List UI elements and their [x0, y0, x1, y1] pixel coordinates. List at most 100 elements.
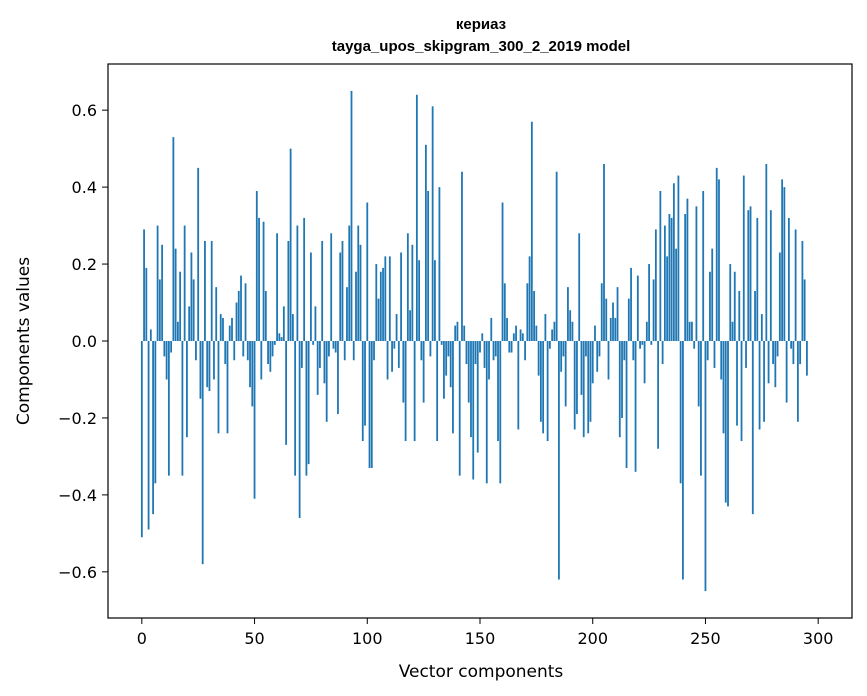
bar: [452, 341, 454, 434]
bar: [456, 321, 459, 341]
bar: [790, 341, 793, 349]
bar: [806, 341, 808, 376]
bar: [589, 341, 592, 422]
bar: [711, 248, 714, 341]
bar: [571, 321, 574, 341]
bar: [542, 341, 545, 434]
bar: [287, 240, 290, 341]
bar: [772, 341, 774, 365]
bar: [657, 341, 660, 449]
bar: [382, 267, 384, 341]
bar: [724, 341, 727, 503]
bar: [231, 317, 233, 341]
bar: [706, 341, 709, 361]
bar: [325, 341, 328, 422]
bar: [765, 164, 768, 341]
bar: [154, 341, 157, 484]
bar: [654, 229, 657, 341]
bar: [756, 217, 759, 341]
bar: [237, 290, 240, 341]
bar: [438, 187, 441, 341]
bar: [598, 341, 601, 357]
x-tick-label: 0: [137, 629, 147, 648]
bar: [709, 271, 711, 341]
bar: [321, 240, 324, 341]
bar: [738, 290, 741, 341]
bar: [280, 337, 283, 341]
bar: [213, 341, 215, 380]
bar: [783, 187, 786, 341]
bar: [217, 341, 220, 434]
bar: [582, 341, 585, 438]
bar: [519, 329, 522, 341]
bar: [650, 341, 653, 345]
bar: [373, 341, 375, 361]
bar: [429, 341, 432, 357]
bar: [242, 341, 245, 357]
bar: [544, 314, 547, 341]
bar: [206, 341, 209, 388]
bar: [787, 217, 790, 341]
bar: [488, 341, 490, 380]
bar: [337, 341, 339, 415]
bar: [443, 341, 445, 399]
bar: [377, 298, 380, 341]
bar: [186, 341, 188, 438]
bar: [181, 341, 184, 476]
bar: [323, 341, 326, 384]
bar: [621, 341, 623, 418]
bar: [395, 314, 398, 341]
bar: [285, 341, 288, 445]
bar: [778, 252, 781, 341]
bar: [801, 240, 804, 341]
bar: [720, 341, 723, 380]
bar: [510, 341, 513, 353]
bar: [546, 341, 549, 442]
bar: [397, 341, 400, 368]
bar: [282, 306, 285, 342]
bar: [508, 341, 511, 353]
bar: [222, 317, 224, 341]
bar: [370, 341, 373, 468]
bar: [490, 317, 493, 341]
bar: [645, 321, 648, 341]
bar: [422, 341, 425, 403]
bar: [663, 225, 666, 341]
bar: [585, 341, 587, 357]
bar: [294, 341, 297, 476]
bar: [258, 217, 260, 341]
bar: [273, 341, 276, 345]
bar: [332, 341, 335, 349]
bar: [271, 341, 274, 357]
bar: [215, 287, 218, 341]
bar: [199, 341, 202, 399]
bar: [675, 248, 678, 341]
bar: [384, 256, 387, 341]
bar: [343, 341, 346, 361]
bar: [447, 341, 450, 357]
bar: [548, 341, 551, 349]
bar: [190, 252, 193, 341]
bar: [535, 325, 538, 341]
bar: [170, 341, 173, 353]
bar: [643, 341, 646, 384]
bar: [156, 225, 159, 341]
bar: [431, 106, 434, 341]
bar: [246, 341, 249, 361]
x-tick-label: 100: [352, 629, 383, 648]
bar: [567, 287, 569, 341]
bar: [319, 341, 321, 368]
bar: [494, 341, 497, 357]
bar: [172, 137, 175, 341]
bar: [661, 341, 664, 365]
bar: [763, 341, 765, 422]
bar: [729, 264, 732, 341]
bar: [404, 341, 407, 442]
bar: [539, 341, 542, 422]
bar: [632, 341, 635, 361]
bar: [627, 298, 630, 341]
bar: [224, 341, 227, 365]
bar: [803, 279, 806, 341]
bar: [379, 271, 382, 341]
